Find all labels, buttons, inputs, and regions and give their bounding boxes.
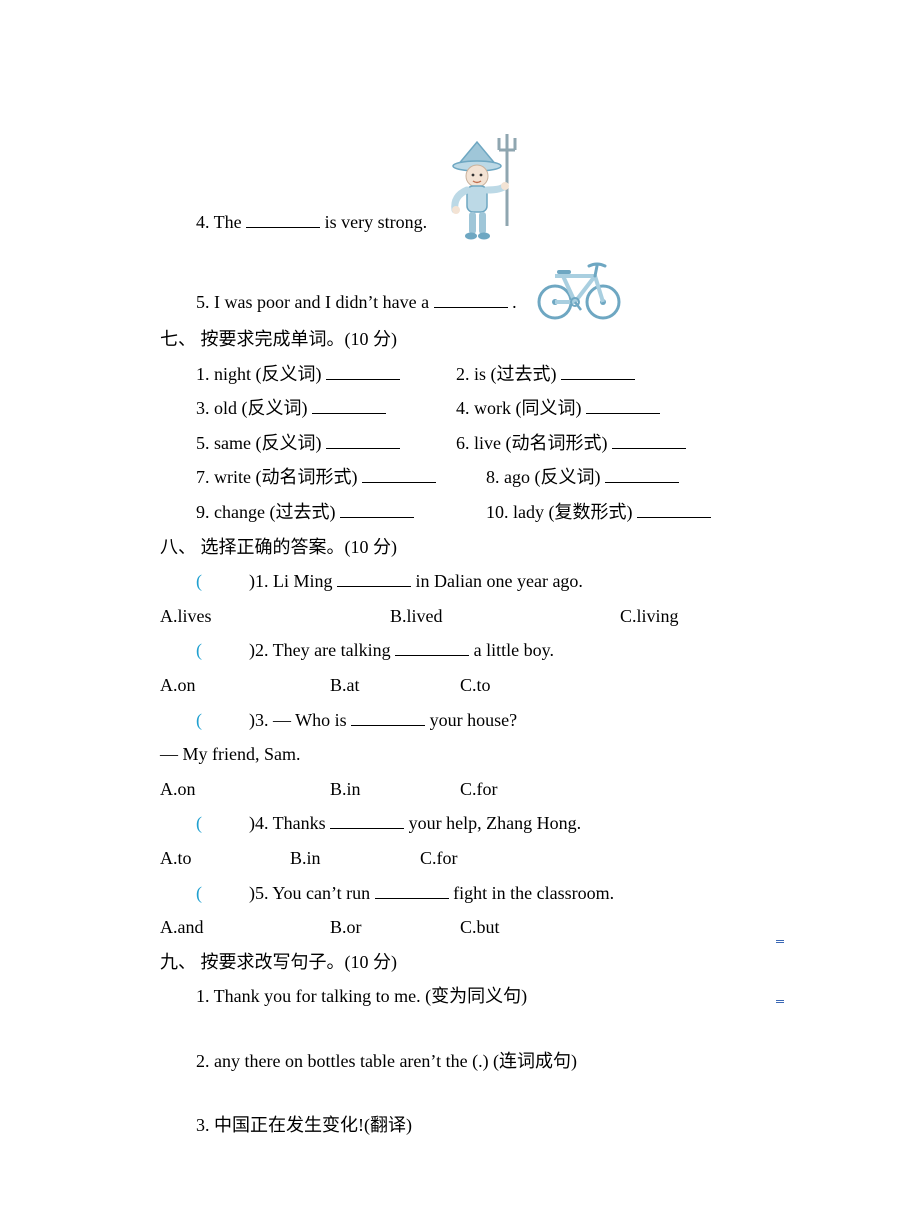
s8-q4-A[interactable]: A.to: [160, 843, 290, 874]
q4-text: 4. The is very strong.: [196, 207, 427, 238]
s7-3r-blank[interactable]: [612, 430, 686, 449]
s9-q1-space: [160, 1016, 770, 1042]
s8-q5-A[interactable]: A.and: [160, 912, 330, 943]
s8-q2-B[interactable]: B.at: [330, 670, 460, 701]
s8-q2-a: )2. They are talking: [249, 640, 395, 660]
s8-q5-b: fight in the classroom.: [453, 883, 614, 903]
s7-5l-blank[interactable]: [340, 499, 414, 518]
s8-q3-opts: A.on B.in C.for: [160, 774, 770, 805]
s8-q1-blank[interactable]: [337, 568, 411, 587]
question-5-image: 5. I was poor and I didn’t have a .: [160, 258, 770, 318]
s7-1r: 2. is (过去式): [456, 364, 561, 384]
s7-4r-blank[interactable]: [605, 464, 679, 483]
section-7-heading: 七、 按要求完成单词。(10 分): [160, 324, 770, 355]
s7-3l-blank[interactable]: [326, 430, 400, 449]
s7-4l-blank[interactable]: [362, 464, 436, 483]
s7-1l: 1. night (反义词): [196, 364, 326, 384]
s8-q4: ( )4. Thanks your help, Zhang Hong.: [160, 808, 770, 839]
s8-q3-A[interactable]: A.on: [160, 774, 330, 805]
s7-item-5: 9. change (过去式) 10. lady (复数形式): [196, 497, 770, 528]
bicycle-icon: [531, 258, 627, 322]
s9-q3: 3. 中国正在发生变化!(翻译): [160, 1110, 770, 1141]
q5-prefix: 5. I was poor and I didn’t have a: [196, 292, 434, 312]
s8-q1-B[interactable]: B.lived: [390, 601, 620, 632]
s7-5l: 9. change (过去式): [196, 502, 340, 522]
s8-q2-blank[interactable]: [395, 637, 469, 656]
paren-open-icon: (: [196, 813, 202, 833]
s9-q2: 2. any there on bottles table aren’t the…: [160, 1046, 770, 1077]
paren-open-icon: (: [196, 883, 202, 903]
paren-open-icon: (: [196, 640, 202, 660]
s7-4r: 8. ago (反义词): [486, 467, 605, 487]
s8-q5-C[interactable]: C.but: [460, 912, 770, 943]
s8-q2-opts: A.on B.at C.to: [160, 670, 770, 701]
s7-5r-blank[interactable]: [637, 499, 711, 518]
margin-mark-icon: [776, 940, 784, 943]
s7-item-2: 3. old (反义词) 4. work (同义词): [196, 393, 770, 424]
s8-q2-A[interactable]: A.on: [160, 670, 330, 701]
s8-q2-C[interactable]: C.to: [460, 670, 770, 701]
s8-q5-opts: A.and B.or C.but: [160, 912, 770, 943]
s7-3r: 6. live (动名词形式): [456, 433, 612, 453]
s7-5r: 10. lady (复数形式): [486, 502, 637, 522]
s7-1r-blank[interactable]: [561, 361, 635, 380]
s8-q4-C[interactable]: C.for: [420, 843, 770, 874]
s8-q4-a: )4. Thanks: [249, 813, 330, 833]
s7-4l: 7. write (动名词形式): [196, 467, 362, 487]
q4-suffix: is very strong.: [325, 212, 428, 232]
section-8-heading: 八、 选择正确的答案。(10 分): [160, 532, 770, 563]
s8-q2-b: a little boy.: [474, 640, 554, 660]
s7-1l-blank[interactable]: [326, 361, 400, 380]
q5-text: 5. I was poor and I didn’t have a .: [196, 287, 517, 318]
s8-q3-B[interactable]: B.in: [330, 774, 460, 805]
paren-open-icon: (: [196, 571, 202, 591]
worksheet-page: 4. The is very strong.: [0, 0, 920, 1205]
s8-q4-opts: A.to B.in C.for: [160, 843, 770, 874]
s8-q4-B[interactable]: B.in: [290, 843, 420, 874]
q4-prefix: 4. The: [196, 212, 246, 232]
question-4-image: 4. The is very strong.: [160, 130, 770, 238]
s8-q5: ( )5. You can’t run fight in the classro…: [160, 878, 770, 909]
s8-q3-C[interactable]: C.for: [460, 774, 770, 805]
s8-q2: ( )2. They are talking a little boy.: [160, 635, 770, 666]
paren-open-icon: (: [196, 710, 202, 730]
s8-q3: ( )3. — Who is your house?: [160, 705, 770, 736]
q5-suffix: .: [512, 292, 517, 312]
s8-q5-blank[interactable]: [375, 880, 449, 899]
s7-item-4: 7. write (动名词形式) 8. ago (反义词): [196, 462, 770, 493]
s8-q3-blank[interactable]: [351, 707, 425, 726]
s8-q4-blank[interactable]: [330, 810, 404, 829]
s7-2l: 3. old (反义词): [196, 398, 312, 418]
s8-q5-B[interactable]: B.or: [330, 912, 460, 943]
s7-item-1: 1. night (反义词) 2. is (过去式): [196, 359, 770, 390]
s8-q3-sub: — My friend, Sam.: [160, 739, 770, 770]
s8-q1: ( )1. Li Ming in Dalian one year ago.: [160, 566, 770, 597]
s8-q5-a: )5. You can’t run: [249, 883, 375, 903]
section-9-heading: 九、 按要求改写句子。(10 分): [160, 947, 770, 978]
s9-q2-space: [160, 1080, 770, 1106]
farmer-icon: [439, 130, 525, 242]
q4-blank[interactable]: [246, 210, 320, 229]
q5-blank[interactable]: [434, 290, 508, 309]
s8-q1-a: )1. Li Ming: [249, 571, 337, 591]
s7-2r: 4. work (同义词): [456, 398, 586, 418]
s7-item-3: 5. same (反义词) 6. live (动名词形式): [196, 428, 770, 459]
s8-q4-b: your help, Zhang Hong.: [409, 813, 581, 833]
s7-3l: 5. same (反义词): [196, 433, 326, 453]
s8-q1-b: in Dalian one year ago.: [416, 571, 583, 591]
s8-q3-b: your house?: [430, 710, 517, 730]
s8-q1-opts: A.lives B.lived C.living: [160, 601, 770, 632]
s8-q1-C[interactable]: C.living: [620, 601, 770, 632]
section-7-items: 1. night (反义词) 2. is (过去式) 3. old (反义词) …: [160, 359, 770, 528]
s7-2r-blank[interactable]: [586, 395, 660, 414]
s8-q3-a: )3. — Who is: [249, 710, 351, 730]
margin-mark-icon: [776, 1000, 784, 1003]
s9-q1: 1. Thank you for talking to me. (变为同义句): [160, 981, 770, 1012]
s7-2l-blank[interactable]: [312, 395, 386, 414]
s8-q1-A[interactable]: A.lives: [160, 601, 390, 632]
